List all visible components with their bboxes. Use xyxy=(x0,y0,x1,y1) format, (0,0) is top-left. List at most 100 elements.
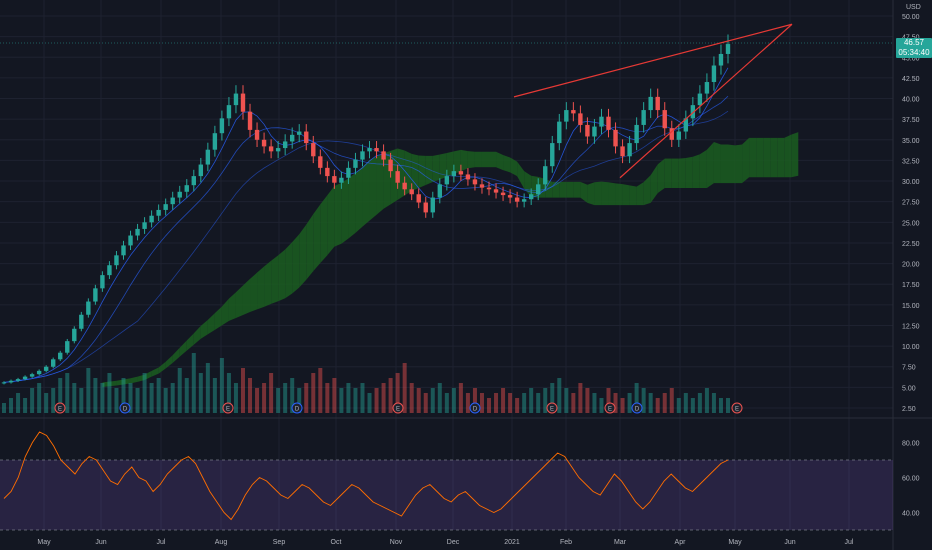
volume-bar xyxy=(170,383,175,413)
cloud-segment xyxy=(299,224,307,288)
volume-bar xyxy=(339,388,344,413)
cloud-segment xyxy=(524,171,532,197)
volume-bar xyxy=(360,383,365,413)
cloud-segment xyxy=(756,137,764,178)
volume-bar xyxy=(620,398,625,413)
volume-bar xyxy=(711,393,716,413)
cloud-segment xyxy=(770,137,778,178)
earnings-icon xyxy=(604,402,616,414)
price-tick-label: 15.00 xyxy=(902,303,920,310)
volume-bar xyxy=(283,383,288,413)
volume-bar xyxy=(9,398,14,413)
volume-bar xyxy=(592,393,597,413)
cloud-segment xyxy=(763,137,771,178)
volume-bar xyxy=(2,403,6,413)
candle-body xyxy=(500,192,506,196)
cloud-segment xyxy=(432,154,440,183)
time-axis[interactable]: May Jun Jul Aug Sep Oct Nov Dec 2021 Feb Mar Apr May… xyxy=(37,539,854,546)
cloud-segment xyxy=(327,186,335,256)
cloud-segment xyxy=(306,214,314,280)
volume-bar xyxy=(550,383,555,413)
candle-body xyxy=(198,164,204,177)
price-axis[interactable]: 50.0047.5045.0042.5040.0037.5035.0032.50… xyxy=(902,14,920,413)
candle-body xyxy=(676,131,681,140)
cloud-segment xyxy=(116,379,124,386)
volume-bar xyxy=(51,388,56,413)
candle-body xyxy=(79,314,84,329)
event-marker-label: D xyxy=(295,407,300,413)
cloud-segment xyxy=(446,151,454,177)
volume-bar xyxy=(501,388,506,413)
dividend-icon xyxy=(291,402,303,414)
cloud-segment xyxy=(517,161,525,189)
cloud-segment xyxy=(165,355,173,369)
volume-bar xyxy=(318,368,323,413)
cloud-segment xyxy=(257,266,265,310)
candle-body xyxy=(662,110,667,129)
volume-bar xyxy=(233,383,238,413)
volume-bar xyxy=(634,383,639,413)
candle-body xyxy=(51,359,56,367)
volume-bar xyxy=(121,378,126,413)
volume-bar xyxy=(44,393,49,413)
lower-trendline xyxy=(619,23,793,179)
cloud-segment xyxy=(503,155,511,173)
candle-body xyxy=(550,143,555,167)
earnings-icon xyxy=(731,402,743,414)
currency-label: USD xyxy=(906,4,921,11)
time-tick-label: Nov xyxy=(390,539,403,546)
candle-body xyxy=(585,124,590,137)
cloud-segment xyxy=(489,151,497,168)
candle-body xyxy=(409,189,414,195)
candle-body xyxy=(43,366,49,371)
volume-bar xyxy=(613,393,618,413)
candle-body xyxy=(493,189,499,193)
cloud-segment xyxy=(510,157,518,177)
candle-body xyxy=(191,176,196,186)
candle-body xyxy=(486,187,492,190)
price-tick-label: 32.50 xyxy=(902,158,920,165)
event-marker-label: E xyxy=(735,407,739,413)
cloud-segment xyxy=(685,156,693,188)
candle-body xyxy=(219,118,225,134)
candle-body xyxy=(430,197,435,213)
time-tick-label: Dec xyxy=(447,539,460,546)
candle-body xyxy=(479,184,485,188)
volume-bar xyxy=(114,388,119,413)
cloud-segment xyxy=(186,333,194,351)
candle-body xyxy=(332,176,337,183)
rsi-band xyxy=(0,460,893,530)
volume-bar xyxy=(142,373,147,413)
candle-body xyxy=(697,93,703,106)
price-tick-label: 50.00 xyxy=(902,14,920,21)
candle-body xyxy=(444,176,450,185)
cloud-segment xyxy=(200,319,208,339)
cloud-segment xyxy=(777,137,785,178)
rsi-pane: 80.00 60.00 40.00 xyxy=(0,431,920,531)
candle-body xyxy=(543,166,548,185)
candle-body xyxy=(402,182,407,190)
cloud-segment xyxy=(341,178,349,244)
rsi-tick-label: 60.00 xyxy=(902,476,920,483)
cloud-segment xyxy=(228,292,236,321)
rsi-tick-label: 40.00 xyxy=(902,511,920,518)
event-marker-label: E xyxy=(226,407,230,413)
candle-body xyxy=(226,105,232,119)
candle-body xyxy=(107,265,112,276)
candle-body xyxy=(655,96,660,111)
rsi-tick-label: 80.00 xyxy=(902,441,920,448)
cloud-segment xyxy=(791,132,799,178)
candle-body xyxy=(416,194,421,203)
price-tick-label: 35.00 xyxy=(902,138,920,145)
cloud-segment xyxy=(622,184,630,206)
cloud-segment xyxy=(271,255,279,304)
volume-bar xyxy=(248,378,253,413)
volume-bar xyxy=(522,393,527,413)
cloud-segment xyxy=(706,142,714,188)
cloud-segment xyxy=(713,142,721,184)
volume-bar xyxy=(100,383,105,413)
candle-body xyxy=(289,134,295,142)
volume-bar xyxy=(156,378,161,413)
volume-bar xyxy=(472,388,477,413)
